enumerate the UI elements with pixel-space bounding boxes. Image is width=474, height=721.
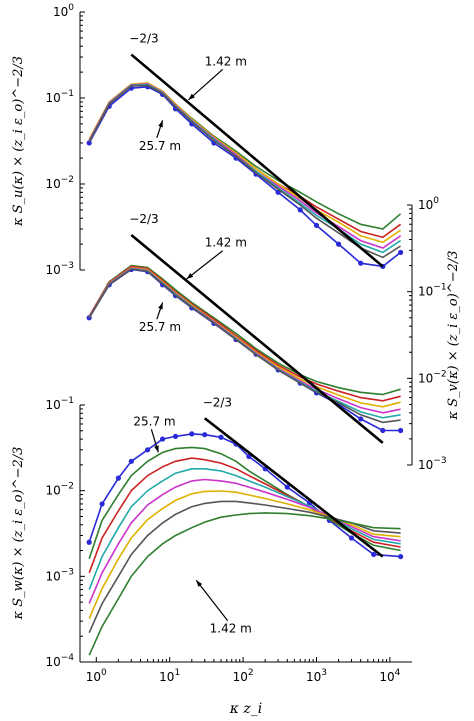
annotation-arrow	[195, 579, 229, 622]
annotation-arrow	[186, 250, 224, 280]
x-tick-label: 104	[379, 668, 400, 684]
data-point	[371, 551, 377, 558]
series-line	[88, 478, 401, 604]
x-tick-label: 103	[306, 668, 327, 684]
series-line	[88, 266, 401, 408]
data-point	[380, 427, 386, 434]
middle-ylabel: κ S_v(κ) × (z_i ε_o)^−2/3	[446, 250, 461, 420]
data-point	[313, 222, 320, 229]
slope-label: −2/3	[129, 212, 158, 226]
data-point	[189, 431, 195, 437]
data-point	[297, 207, 303, 213]
x-axis-ticks	[95, 657, 391, 662]
series-line	[88, 512, 401, 656]
annotation-arrow	[188, 68, 224, 101]
data-point	[398, 249, 404, 256]
data-point	[335, 241, 342, 247]
data-point	[115, 475, 121, 481]
series-line	[88, 268, 401, 432]
y-tick-label: 10−3	[45, 261, 74, 277]
arrow-head	[154, 445, 159, 453]
series-line	[88, 268, 401, 424]
y-tick-label: 10−2	[45, 482, 74, 498]
data-point	[246, 453, 252, 460]
slope-line	[130, 53, 384, 268]
x-tick-label: 100	[86, 668, 107, 684]
data-point	[218, 434, 224, 440]
series-line	[88, 265, 401, 402]
y-tick-label: 10−3	[45, 567, 74, 583]
panel-bottom-axes	[79, 405, 412, 663]
y-tick-label: 10−1	[418, 283, 447, 299]
x-tick-label: 101	[159, 668, 180, 684]
series-line	[88, 83, 402, 230]
data-point	[358, 260, 364, 266]
chart-marks: −2/3 1.42 m 25.7 m 10−3 10−2 10−1 100 −2/3 1.42 …	[45, 3, 446, 684]
series-line	[88, 82, 402, 244]
data-point	[202, 432, 208, 438]
panel-top-marks: −2/3 1.42 m 25.7 m	[80, 11, 404, 271]
data-point	[358, 416, 364, 422]
annotation-label: 1.42 m	[210, 622, 252, 636]
data-point	[99, 501, 105, 507]
data-point	[398, 553, 404, 560]
y-tick-label: 100	[418, 196, 439, 212]
annotation-label: 25.7 m	[139, 139, 181, 153]
arrow-head	[196, 580, 203, 587]
data-point	[86, 539, 92, 545]
data-point	[284, 484, 290, 490]
y-tick-label: 10−2	[418, 369, 447, 385]
data-point	[128, 458, 134, 464]
slope-line	[203, 417, 384, 558]
data-point	[398, 427, 404, 434]
series-line	[88, 84, 402, 259]
series-line	[88, 490, 401, 620]
data-point	[159, 436, 166, 442]
top-ylabel: κ S_u(κ) × (z_i ε_o)^−2/3	[11, 56, 26, 227]
x-tick-label: 102	[233, 668, 254, 684]
slope-line	[130, 234, 384, 444]
data-point	[144, 447, 151, 453]
annotation-label: 1.42 m	[205, 236, 247, 250]
panel-middle-marks: −2/3 1.42 m 25.7 m	[86, 204, 412, 466]
y-tick-label: 10−4	[45, 653, 74, 669]
arrow-head	[158, 302, 163, 310]
bottom-xlabel: κ z_i	[229, 701, 262, 717]
data-point	[172, 433, 179, 439]
bottom-ylabel: κ S_w(κ) × (z_i ε_o)^−2/3	[11, 447, 26, 621]
panel-bottom-marks: −2/3 25.7 m 1.42 m	[80, 395, 404, 663]
slope-label: −2/3	[129, 32, 158, 46]
y-tick-label: 10−2	[45, 175, 74, 191]
y-tick-label: 100	[53, 3, 74, 19]
data-point	[86, 140, 92, 146]
data-point	[348, 535, 355, 541]
annotation-label: 25.7 m	[139, 320, 181, 334]
arrow-head	[158, 120, 163, 128]
y-tick-label: 10−1	[45, 396, 74, 412]
arrow-head	[188, 93, 195, 100]
series-line	[88, 264, 401, 396]
annotation-label: 1.42 m	[205, 54, 247, 68]
y-tick-label: 10−3	[418, 456, 447, 472]
annotation-label: 25.7 m	[133, 414, 175, 428]
series-line	[88, 457, 401, 574]
arrow-head	[186, 273, 194, 280]
y-tick-label: 10−1	[45, 89, 74, 105]
slope-label: −2/3	[203, 395, 232, 409]
series-line	[88, 500, 401, 634]
